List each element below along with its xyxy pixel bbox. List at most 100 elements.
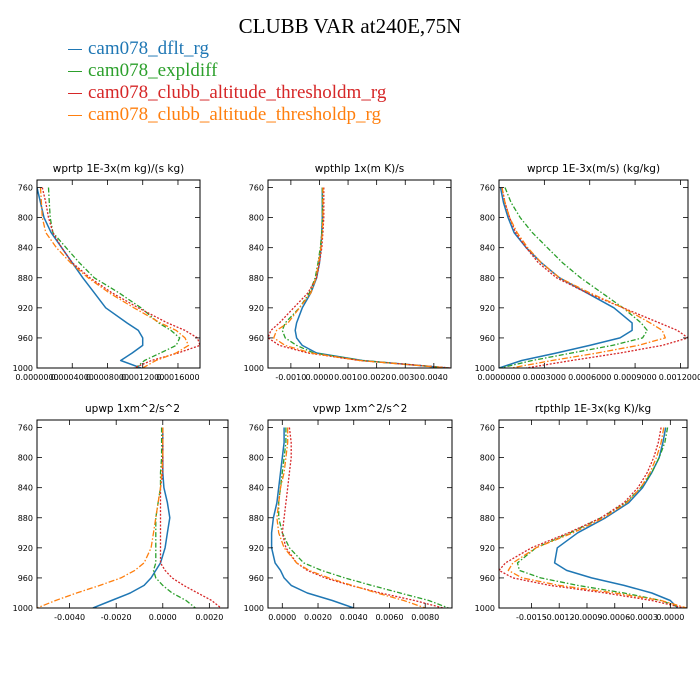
y-tick-label: 840 (249, 244, 264, 253)
y-tick-label: 840 (249, 484, 264, 493)
y-tick-label: 920 (18, 304, 33, 313)
x-tick-label: -0.0006 (599, 613, 630, 622)
y-tick-label: 880 (480, 274, 495, 283)
x-tick-label: -0.0015 (516, 613, 547, 622)
y-tick-label: 920 (480, 304, 495, 313)
series-line (281, 187, 449, 368)
y-tick-label: 920 (249, 544, 264, 553)
x-tick-label: 0.0020 (195, 613, 223, 622)
y-tick-label: 760 (18, 184, 33, 193)
x-tick-label: 0.0003000 (523, 373, 566, 382)
series-line (499, 187, 633, 368)
legend-swatch (68, 49, 82, 50)
series-line (39, 187, 190, 368)
x-tick-label: 0.0009000 (613, 373, 656, 382)
series-line (268, 187, 451, 368)
panel-title: upwp 1xm^2/s^2 (85, 403, 180, 415)
x-tick-label: 0.0008000 (86, 373, 129, 382)
y-tick-label: 840 (480, 484, 495, 493)
series-line (499, 427, 685, 608)
y-tick-label: 880 (249, 514, 264, 523)
y-tick-label: 760 (249, 184, 264, 193)
x-tick-label: 0.0000 (656, 613, 684, 622)
series-line (516, 427, 682, 608)
x-tick-label: 0.0000000 (477, 373, 520, 382)
x-tick-label: -0.0012 (544, 613, 575, 622)
x-tick-label: -0.0020 (101, 613, 132, 622)
y-tick-label: 960 (18, 574, 33, 583)
series-line (278, 427, 449, 608)
legend-label: cam078_clubb_altitude_thresholdp_rg (88, 104, 382, 125)
plot-frame (36, 179, 201, 369)
y-tick-label: 920 (249, 304, 264, 313)
x-tick-label: -0.0010 (275, 373, 306, 382)
y-tick-label: 800 (18, 214, 33, 223)
series-line (37, 187, 144, 368)
panel-title: wprtp 1E-3x(m kg)/(s kg) (53, 163, 184, 175)
y-tick-label: 920 (480, 544, 495, 553)
x-tick-label: 0.0016000 (156, 373, 199, 382)
x-tick-label: -0.0040 (54, 613, 85, 622)
plot-frame (267, 179, 452, 369)
x-tick-label: 0.0010 (334, 373, 362, 382)
series-line (281, 427, 444, 608)
y-tick-label: 760 (249, 424, 264, 433)
panel-title: wpthlp 1x(m K)/s (315, 163, 405, 175)
x-tick-label: 0.0000000 (15, 373, 58, 382)
x-tick-label: 0.0030 (391, 373, 419, 382)
y-tick-label: 800 (249, 454, 264, 463)
series-line (500, 187, 648, 368)
y-tick-label: 840 (480, 244, 495, 253)
series-line (276, 427, 426, 608)
chart-panel: upwp 1xm^2/s^2 760 800 840 880 920 960 1000 -0.0… (13, 403, 229, 622)
y-tick-label: 920 (18, 544, 33, 553)
y-tick-label: 880 (249, 274, 264, 283)
series-line (37, 427, 164, 608)
x-tick-label: 0.0000 (305, 373, 333, 382)
chart-panel: wprcp 1E-3x(m/s) (kg/kg) 760 800 840 880 920 9… (475, 163, 700, 382)
x-tick-label: 0.0040 (420, 373, 448, 382)
figure-title: CLUBB VAR at240E,75N (238, 14, 462, 38)
y-tick-label: 840 (18, 244, 33, 253)
y-tick-label: 760 (480, 184, 495, 193)
y-tick-label: 880 (18, 514, 33, 523)
y-tick-label: 880 (18, 274, 33, 283)
plot-frame (267, 419, 453, 609)
y-tick-label: 1000 (244, 604, 264, 613)
x-tick-label: 0.0004000 (51, 373, 94, 382)
x-tick-label: -0.0009 (572, 613, 603, 622)
series-line (553, 427, 679, 608)
series-line (270, 427, 354, 608)
y-tick-label: 1000 (13, 604, 33, 613)
y-tick-label: 960 (249, 334, 264, 343)
y-tick-label: 960 (249, 574, 264, 583)
y-tick-label: 800 (480, 214, 495, 223)
legend-label: cam078_clubb_altitude_thresholdm_rg (88, 82, 387, 103)
plot-frame (498, 179, 689, 369)
chart-panel: vpwp 1xm^2/s^2 760 800 840 880 920 960 1000 0.00… (244, 403, 453, 622)
series-line (507, 427, 687, 608)
x-tick-label: 0.0000 (149, 613, 177, 622)
x-tick-label: -0.0003 (627, 613, 658, 622)
series-line (501, 187, 688, 368)
y-tick-label: 1000 (475, 604, 495, 613)
x-tick-label: 0.0040 (340, 613, 368, 622)
y-tick-label: 960 (480, 334, 495, 343)
x-tick-label: 0.0006000 (568, 373, 611, 382)
x-tick-label: 0.0060 (375, 613, 403, 622)
series-line (273, 187, 449, 368)
chart-panel: rtpthlp 1E-3x(kg K)/kg 760 800 840 880 920 960… (475, 403, 688, 622)
y-tick-label: 880 (480, 514, 495, 523)
chart-panel: wprtp 1E-3x(m kg)/(s kg) 760 800 840 880 920 9… (13, 163, 201, 382)
series-line (41, 187, 200, 368)
series-line (294, 187, 449, 368)
panel-title: wprcp 1E-3x(m/s) (kg/kg) (527, 163, 660, 175)
y-tick-label: 800 (249, 214, 264, 223)
y-tick-label: 760 (480, 424, 495, 433)
legend-label: cam078_dflt_rg (88, 38, 210, 59)
y-tick-label: 1000 (13, 364, 33, 373)
panel-title: vpwp 1xm^2/s^2 (313, 403, 408, 415)
legend-swatch (68, 71, 82, 72)
chart-panel: wpthlp 1x(m K)/s 760 800 840 880 920 960 1000 -0… (244, 163, 452, 382)
